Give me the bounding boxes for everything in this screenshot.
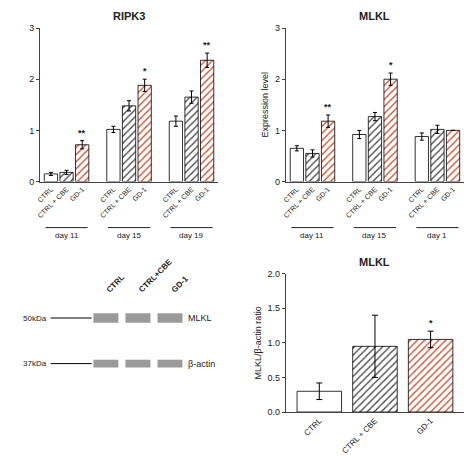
svg-text:GD-1: GD-1 <box>314 186 331 203</box>
svg-text:CTRL: CTRL <box>345 186 363 204</box>
svg-text:3: 3 <box>275 23 280 33</box>
svg-text:GD-1: GD-1 <box>377 186 394 203</box>
svg-text:MLKL: MLKL <box>359 256 390 268</box>
svg-text:CTRL: CTRL <box>302 416 324 438</box>
svg-text:MLKL: MLKL <box>188 313 212 323</box>
svg-text:MLKL/β-actin ratio: MLKL/β-actin ratio <box>253 306 263 379</box>
svg-text:CTRL: CTRL <box>161 186 179 204</box>
svg-text:0.5: 0.5 <box>268 373 281 383</box>
svg-text:CTRL + CBE: CTRL + CBE <box>36 185 70 219</box>
svg-text:2: 2 <box>29 74 34 84</box>
svg-text:CTRL: CTRL <box>99 186 117 204</box>
svg-text:CTRL+CBE: CTRL+CBE <box>137 257 174 294</box>
svg-text:3: 3 <box>29 23 34 33</box>
svg-text:50kDa: 50kDa <box>23 314 47 323</box>
svg-text:**: ** <box>203 40 211 50</box>
svg-text:day 1: day 1 <box>427 231 447 240</box>
svg-text:CTRL + CBE: CTRL + CBE <box>340 416 379 455</box>
svg-text:0: 0 <box>29 177 34 187</box>
svg-text:*: * <box>143 66 147 76</box>
svg-text:MLKL: MLKL <box>359 10 390 22</box>
svg-text:*: * <box>429 318 433 328</box>
svg-text:CTRL: CTRL <box>105 273 127 295</box>
svg-text:0: 0 <box>275 177 280 187</box>
svg-text:Expression level: Expression level <box>260 72 270 138</box>
svg-text:GD-1: GD-1 <box>170 274 190 294</box>
svg-text:day 15: day 15 <box>117 231 142 240</box>
svg-text:day 11: day 11 <box>55 231 79 240</box>
svg-text:GD-1: GD-1 <box>194 186 211 203</box>
svg-text:37kDa: 37kDa <box>23 359 47 368</box>
svg-text:*: * <box>389 60 393 70</box>
svg-text:1: 1 <box>29 126 34 136</box>
svg-text:GD-1: GD-1 <box>439 186 456 203</box>
svg-text:1: 1 <box>275 126 280 136</box>
svg-text:**: ** <box>324 102 332 112</box>
svg-text:day 15: day 15 <box>362 231 387 240</box>
svg-text:CTRL + CBE: CTRL + CBE <box>161 185 195 219</box>
svg-text:CTRL + CBE: CTRL + CBE <box>282 185 316 219</box>
svg-text:day 19: day 19 <box>179 231 204 240</box>
svg-text:0.0: 0.0 <box>268 407 281 417</box>
svg-text:1.0: 1.0 <box>268 338 281 348</box>
svg-text:CTRL: CTRL <box>36 186 54 204</box>
svg-text:CTRL + CBE: CTRL + CBE <box>407 185 441 219</box>
svg-text:2.0: 2.0 <box>268 269 281 279</box>
svg-text:CTRL: CTRL <box>407 186 425 204</box>
svg-text:day 11: day 11 <box>300 231 324 240</box>
svg-text:β-actin: β-actin <box>188 359 215 369</box>
svg-text:GD-1: GD-1 <box>131 186 148 203</box>
svg-text:GD-1: GD-1 <box>69 186 86 203</box>
svg-text:CTRL + CBE: CTRL + CBE <box>345 185 379 219</box>
svg-text:1.5: 1.5 <box>268 303 281 313</box>
svg-text:CTRL + CBE: CTRL + CBE <box>99 185 133 219</box>
svg-text:**: ** <box>78 128 86 138</box>
svg-text:CTRL: CTRL <box>282 186 300 204</box>
svg-text:GD-1: GD-1 <box>415 416 435 436</box>
svg-text:RIPK3: RIPK3 <box>113 10 145 22</box>
svg-text:2: 2 <box>275 74 280 84</box>
